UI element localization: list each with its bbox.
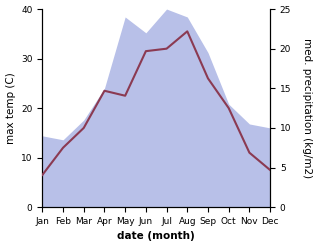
Y-axis label: med. precipitation (kg/m2): med. precipitation (kg/m2) bbox=[302, 38, 313, 178]
X-axis label: date (month): date (month) bbox=[117, 231, 195, 242]
Y-axis label: max temp (C): max temp (C) bbox=[5, 72, 16, 144]
